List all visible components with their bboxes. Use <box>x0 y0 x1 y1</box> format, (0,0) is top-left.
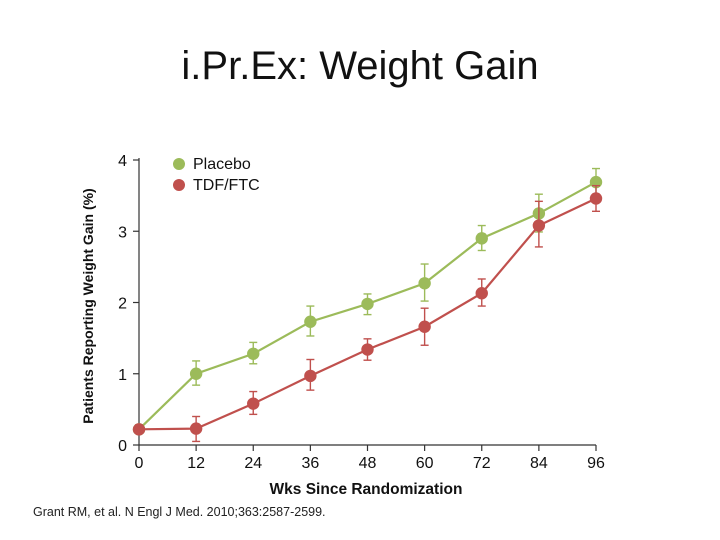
data-point <box>247 397 260 410</box>
slide-title: i.Pr.Ex: Weight Gain <box>181 44 539 88</box>
x-tick-label: 0 <box>135 455 144 472</box>
series-tdf-ftc <box>132 184 603 443</box>
data-point <box>418 277 431 290</box>
chart-legend: Placebo TDF/FTC <box>173 156 260 194</box>
y-tick-label: 4 <box>118 153 127 170</box>
data-point <box>304 315 317 328</box>
y-axis-label: Patients Reporting Weight Gain (%) <box>80 188 96 423</box>
legend-marker <box>173 179 185 191</box>
legend-marker <box>173 158 185 170</box>
x-tick-label: 24 <box>244 455 262 472</box>
x-tick-label: 60 <box>416 455 434 472</box>
legend-label: TDF/FTC <box>193 177 260 194</box>
data-point <box>132 423 146 436</box>
y-tick-label: 2 <box>118 296 127 313</box>
x-axis-label: Wks Since Randomization <box>270 481 463 498</box>
x-tick-label: 96 <box>587 455 605 472</box>
data-point <box>189 422 203 435</box>
data-point <box>247 347 260 360</box>
series-placebo <box>132 167 603 436</box>
data-point <box>304 369 317 383</box>
y-tick-label: 1 <box>118 367 127 384</box>
chart-series-lines <box>132 167 603 443</box>
x-tick-label: 48 <box>359 455 377 472</box>
y-tick-label: 0 <box>118 438 127 455</box>
x-tick-label: 72 <box>473 455 491 472</box>
citation: Grant RM, et al. N Engl J Med. 2010;363:… <box>33 505 326 519</box>
data-point <box>361 343 374 356</box>
x-tick-label: 12 <box>187 455 205 472</box>
data-point <box>475 232 488 245</box>
x-tick-label: 84 <box>530 455 548 472</box>
legend-label: Placebo <box>193 156 251 173</box>
data-point <box>532 219 546 232</box>
data-point <box>475 287 488 300</box>
data-point <box>589 192 603 205</box>
data-point <box>418 320 431 333</box>
x-tick-label: 36 <box>301 455 319 472</box>
data-point <box>361 297 374 311</box>
y-tick-label: 3 <box>118 224 127 241</box>
data-point <box>189 367 203 380</box>
